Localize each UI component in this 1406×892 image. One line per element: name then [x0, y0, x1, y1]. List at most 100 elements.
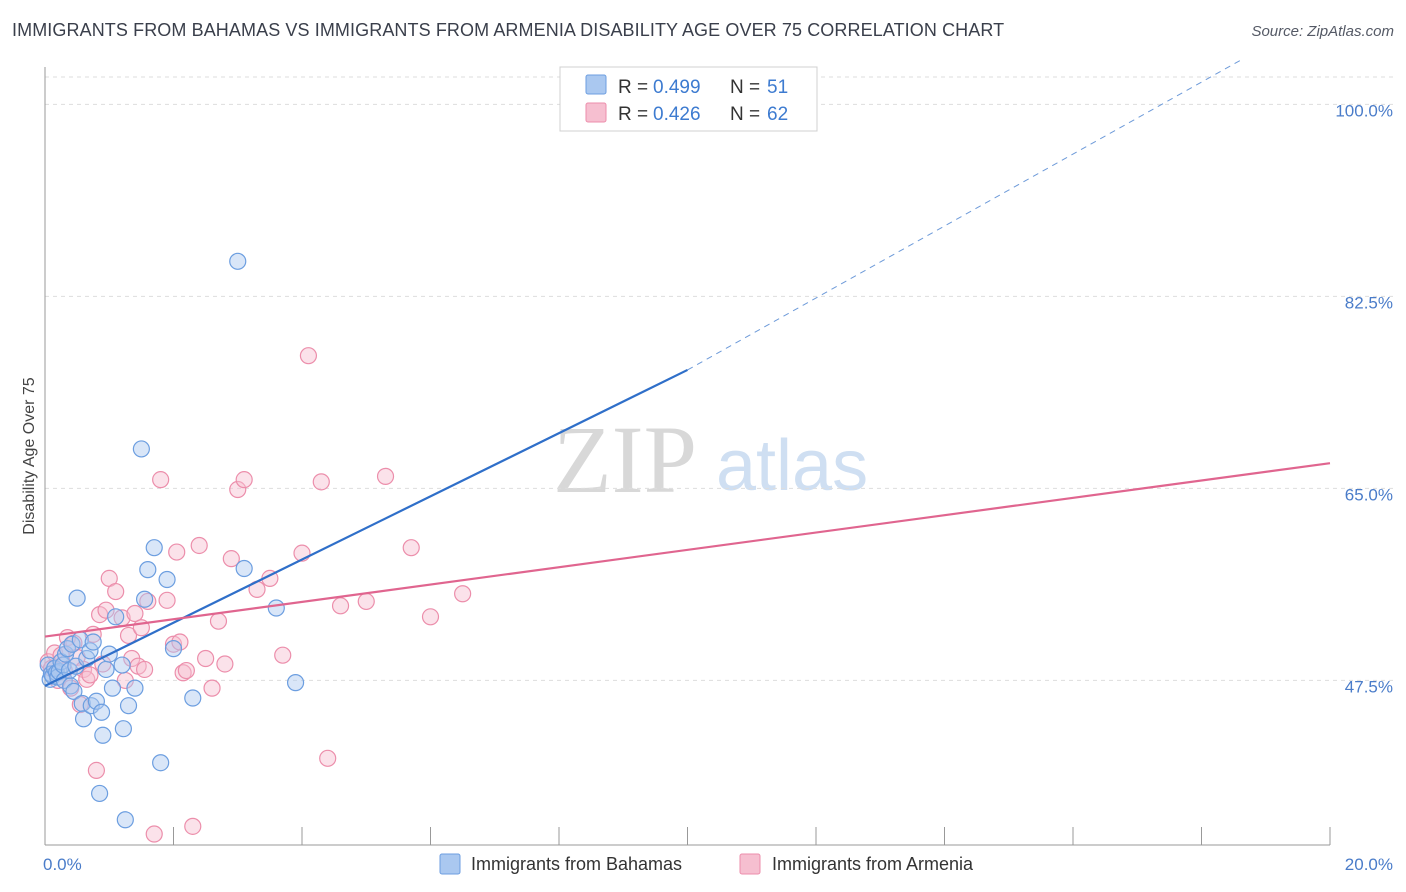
point-pink-41 — [203, 679, 221, 697]
point-blue-32 — [103, 679, 122, 697]
point-pink-46 — [235, 471, 253, 489]
point-pink-33 — [164, 635, 183, 653]
point-blue-45 — [164, 640, 183, 658]
point-blue-35 — [114, 720, 132, 738]
point-pink-31 — [152, 471, 170, 489]
point-pink-39 — [190, 536, 208, 555]
grid — [45, 76, 1393, 681]
point-pink-55 — [357, 592, 375, 611]
point-pink-23 — [119, 626, 138, 645]
point-pink-45 — [229, 480, 247, 499]
legend-swatch-bahamas — [439, 853, 461, 875]
bottom-legend: Immigrants from Bahamas Immigrants from … — [439, 853, 974, 875]
point-pink-34 — [168, 543, 186, 561]
point-pink-38 — [184, 817, 202, 835]
point-pink-20 — [107, 582, 125, 601]
point-blue-44 — [158, 570, 176, 589]
stats-n-value-blue: 51 — [767, 77, 788, 98]
stats-r-value-pink: 0.426 — [653, 104, 701, 125]
y-tick-label-2: 82.5% — [1345, 293, 1393, 312]
point-pink-51 — [299, 347, 318, 365]
point-pink-13 — [81, 666, 99, 684]
point-pink-28 — [135, 660, 154, 679]
point-blue-33 — [107, 608, 125, 626]
point-blue-39 — [132, 440, 150, 458]
trend-lines — [44, 60, 1331, 687]
axes — [44, 67, 1331, 846]
point-blue-46 — [184, 689, 202, 707]
point-pink-54 — [331, 597, 350, 615]
stats-r-label-pink: R = — [618, 104, 648, 125]
stats-n-value-pink: 62 — [767, 104, 788, 125]
point-blue-21 — [74, 710, 93, 728]
point-blue-48 — [235, 559, 253, 578]
point-pink-40 — [197, 649, 215, 668]
trend-line-pink — [44, 462, 1331, 638]
stats-n-label-pink: N = — [730, 104, 760, 125]
point-blue-41 — [139, 561, 157, 579]
watermark-zip: ZIP — [553, 406, 697, 513]
point-pink-32 — [158, 591, 176, 609]
legend-label-armenia: Immigrants from Armenia — [772, 854, 974, 874]
point-pink-49 — [274, 646, 292, 664]
point-blue-49 — [267, 599, 285, 617]
point-blue-50 — [286, 674, 305, 692]
point-blue-29 — [94, 726, 112, 744]
point-blue-14 — [62, 677, 80, 695]
point-blue-16 — [65, 682, 83, 701]
point-pink-37 — [177, 661, 195, 680]
stats-r-value-blue: 0.499 — [653, 77, 701, 98]
source-credit: Source: ZipAtlas.com — [1251, 23, 1394, 40]
stats-r-label-blue: R = — [618, 77, 648, 98]
point-blue-43 — [152, 754, 170, 772]
y-axis-label: Disability Age Over 75 — [21, 377, 38, 535]
point-pink-18 — [97, 601, 115, 619]
point-pink-35 — [171, 633, 189, 651]
point-pink-15 — [87, 761, 106, 779]
legend-label-bahamas: Immigrants from Bahamas — [471, 854, 682, 874]
point-pink-44 — [222, 550, 240, 568]
point-pink-52 — [312, 473, 330, 491]
point-pink-25 — [126, 604, 144, 623]
point-blue-36 — [116, 811, 134, 829]
chart-title: IMMIGRANTS FROM BAHAMAS VS IMMIGRANTS FR… — [12, 20, 1005, 40]
point-pink-42 — [209, 612, 228, 630]
watermark-atlas: atlas — [716, 426, 868, 506]
point-blue-37 — [119, 697, 138, 715]
series-bahamas-points — [39, 252, 305, 829]
point-pink-30 — [145, 825, 163, 843]
stats-swatch-pink — [585, 102, 607, 123]
stats-n-label-blue: N = — [730, 77, 760, 98]
point-pink-59 — [454, 585, 472, 603]
point-blue-28 — [92, 703, 111, 721]
y-tick-label-0: 47.5% — [1345, 677, 1393, 696]
point-pink-43 — [216, 655, 234, 673]
point-pink-58 — [421, 608, 440, 626]
watermark: ZIP atlas — [553, 406, 868, 513]
point-blue-25 — [84, 633, 102, 651]
legend-swatch-armenia — [739, 853, 761, 875]
point-blue-26 — [87, 692, 106, 710]
point-blue-47 — [229, 252, 247, 270]
point-blue-15 — [63, 635, 81, 653]
stats-swatch-blue — [585, 74, 607, 95]
point-blue-40 — [135, 590, 154, 608]
point-blue-34 — [113, 656, 131, 674]
y-tick-labels: 47.5% 65.0% 82.5% 100.0% — [1335, 101, 1393, 696]
x-tick-label-min: 0.0% — [43, 855, 82, 874]
point-pink-57 — [402, 539, 420, 557]
stats-legend: R = 0.499 N = 51 R = 0.426 N = 62 — [559, 66, 818, 132]
series-armenia-points — [39, 347, 472, 843]
point-blue-38 — [126, 679, 144, 697]
point-blue-18 — [68, 589, 86, 607]
point-blue-30 — [97, 660, 115, 679]
point-blue-23 — [81, 642, 99, 660]
point-pink-56 — [376, 467, 395, 485]
point-blue-27 — [91, 784, 109, 803]
trend-line-blue — [44, 368, 688, 687]
point-pink-53 — [319, 749, 337, 767]
y-tick-label-3: 100.0% — [1335, 101, 1393, 120]
point-blue-42 — [145, 539, 163, 557]
x-tick-label-max: 20.0% — [1345, 855, 1393, 874]
